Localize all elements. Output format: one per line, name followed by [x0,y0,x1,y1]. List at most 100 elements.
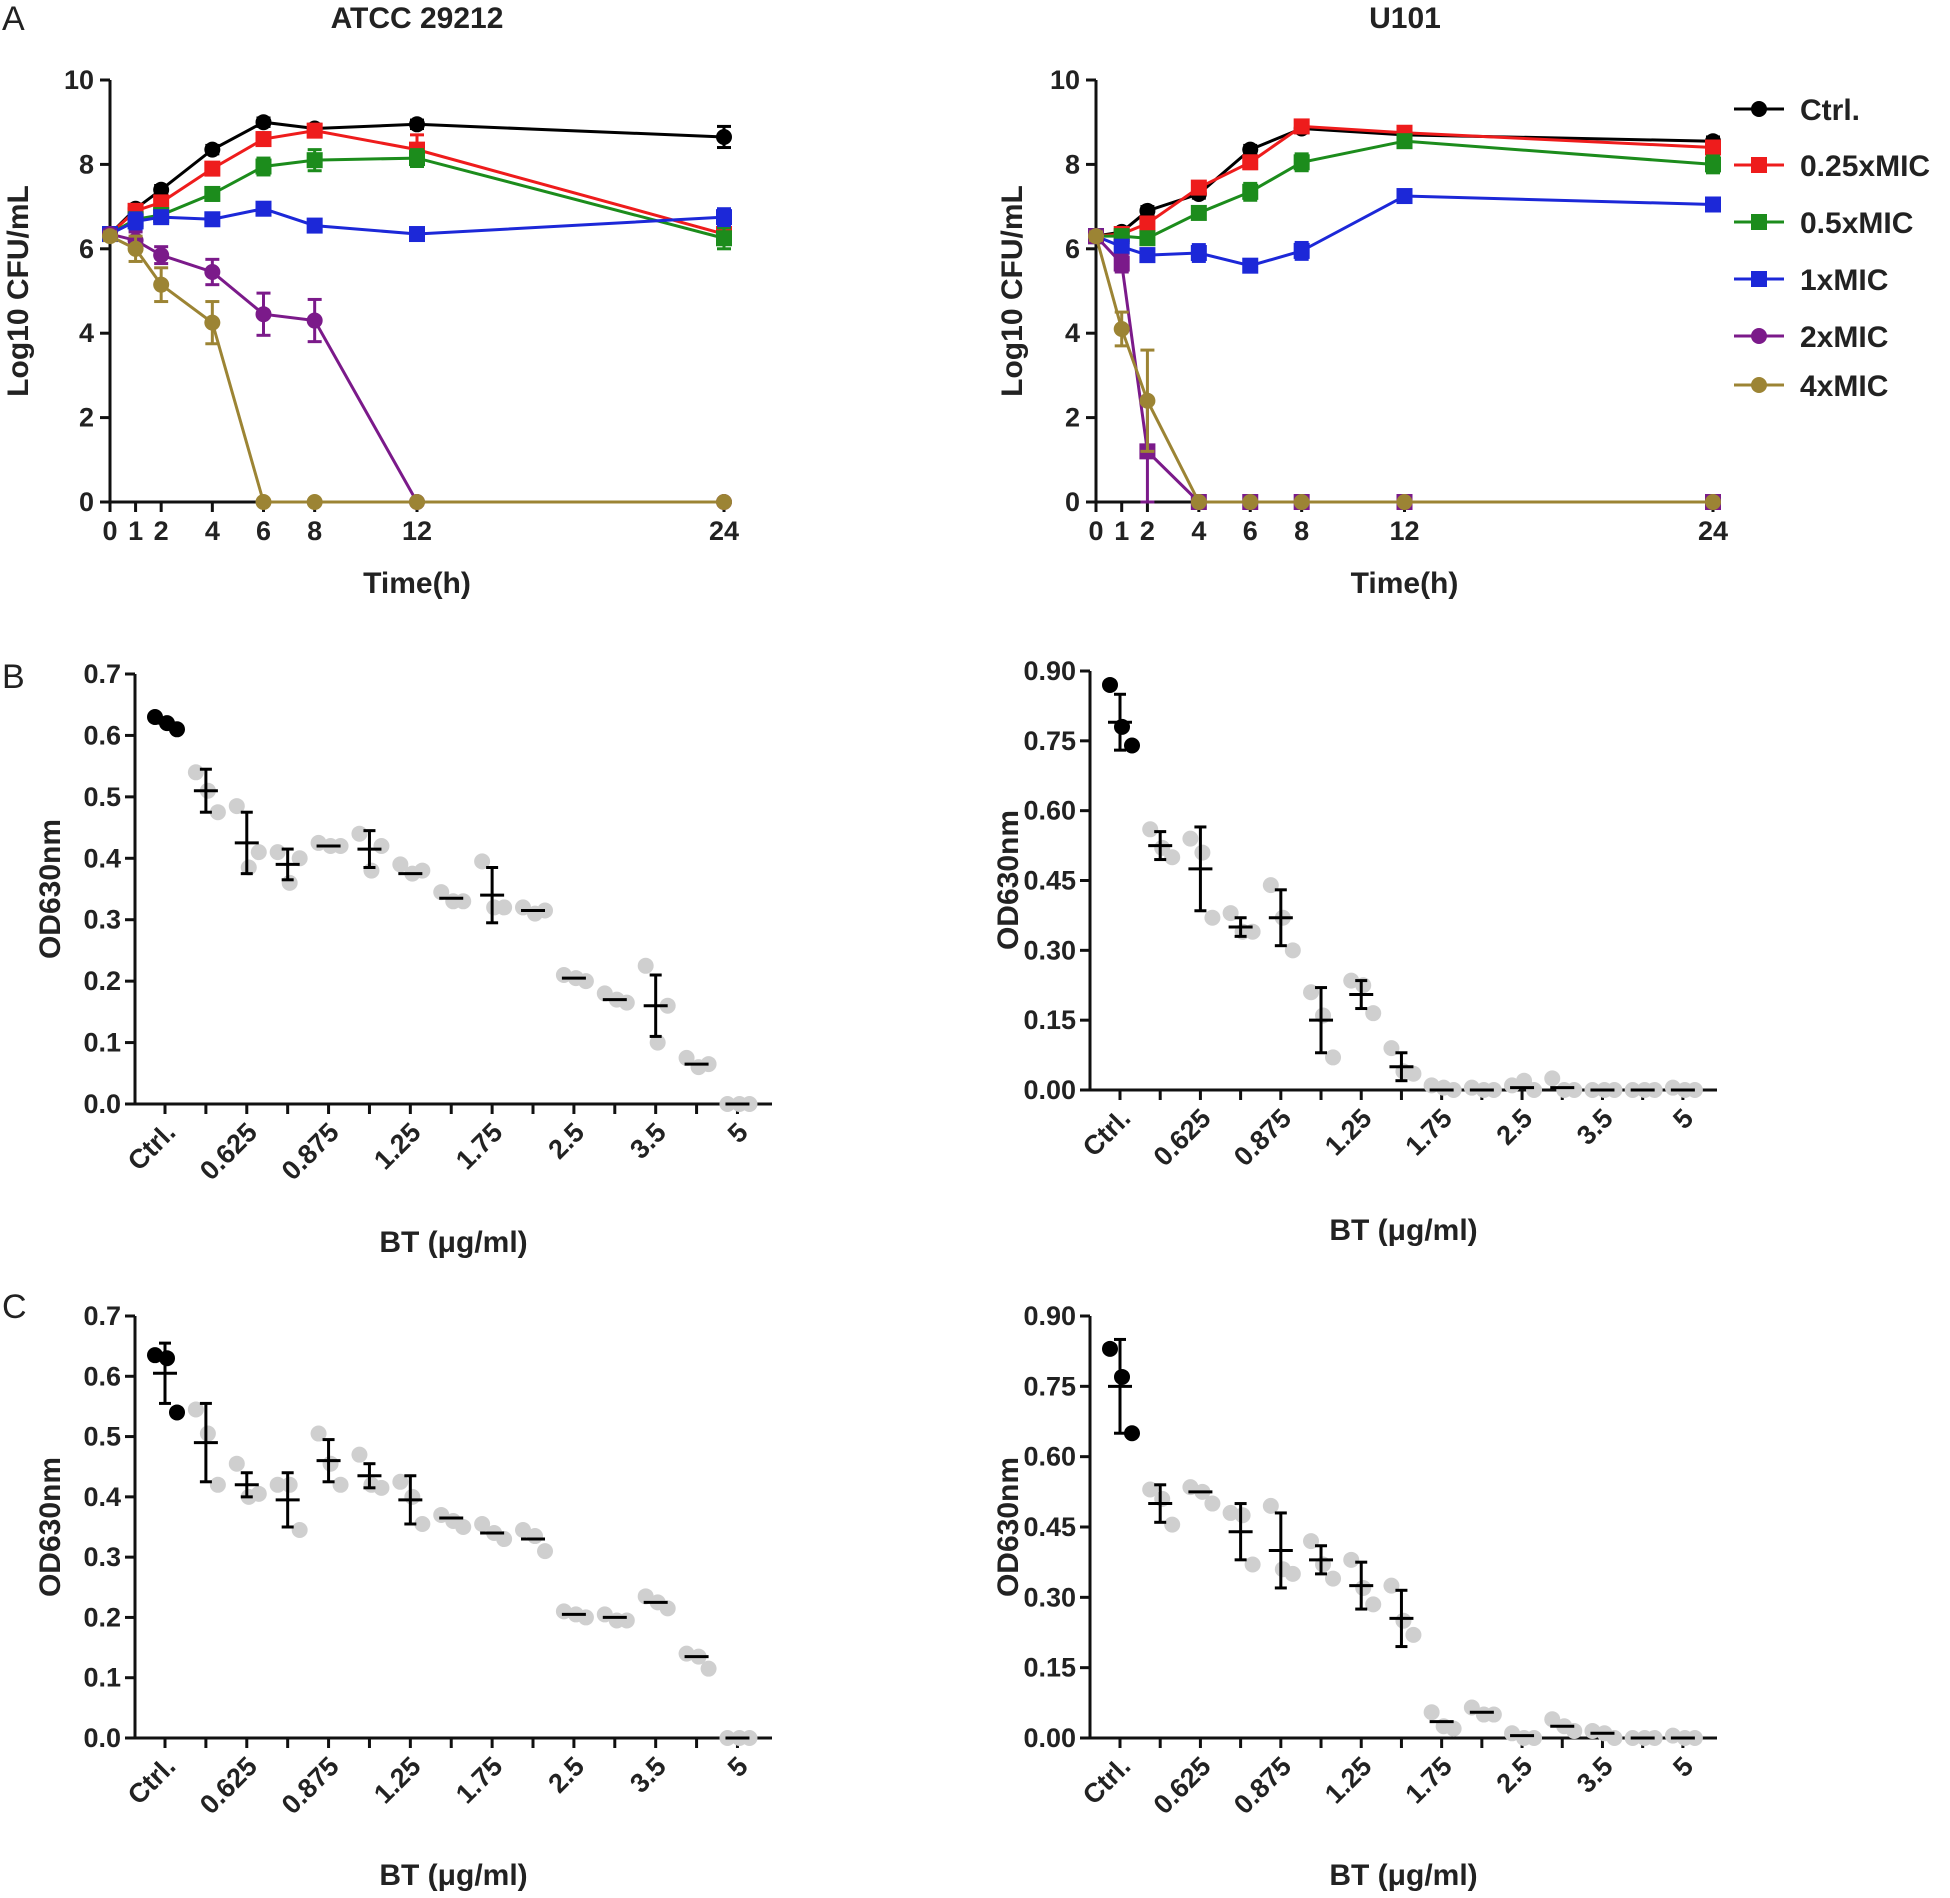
data-group [1504,1072,1543,1098]
y-axis-label: OD630nm [34,819,67,959]
x-tick-label: Ctrl. [122,1751,181,1810]
replicate-point [515,1522,532,1539]
y-tick-label: 0.00 [1023,1723,1076,1753]
data-point [1139,392,1156,409]
x-tick-label: 2.5 [542,1117,590,1165]
replicate-point [147,709,163,725]
data-point [204,314,221,331]
replicate-point [281,874,298,891]
y-axis-label: OD630nm [34,1457,67,1597]
replicate-point [537,1543,554,1560]
x-tick-label: Ctrl. [1077,1103,1136,1162]
data-group [555,1603,594,1626]
data-group [474,853,513,925]
data-point [716,494,732,510]
data-group [678,1645,717,1677]
data-point [1088,228,1104,245]
data-group [351,1446,390,1496]
data-group [1584,1722,1623,1746]
data-group [1222,905,1261,940]
y-tick-label: 0.1 [83,1663,121,1693]
data-point [153,247,170,264]
x-axis-label: Time(h) [363,567,471,600]
y-tick-label: 0.45 [1023,1512,1076,1542]
x-tick-label: 2.5 [1491,1103,1539,1151]
x-tick-label: 5 [722,1117,754,1149]
replicate-point [700,1660,717,1677]
data-point [255,114,272,131]
x-tick-label: 1.25 [1319,1751,1377,1809]
series-line [109,232,724,504]
x-tick-label: 0.625 [194,1117,263,1186]
y-tick-label: 0.6 [83,720,121,750]
replicate-point [363,862,380,879]
data-group [1584,1082,1623,1098]
data-group [1664,1727,1703,1746]
y-tick-label: 0.15 [1023,1653,1076,1683]
replicate-point [527,1528,544,1545]
data-point [1139,247,1156,264]
data-group [1303,1533,1342,1587]
x-tick-label: 0.875 [276,1117,345,1186]
data-group [1343,1551,1382,1613]
x-tick-label: 24 [1698,516,1728,546]
x-tick-label: 1 [1114,516,1129,546]
x-axis-label: Time(h) [1351,567,1459,600]
data-group [310,1425,349,1493]
y-tick-label: 0.6 [83,1361,121,1391]
data-group [515,1522,554,1560]
x-tick-label: 1.75 [1400,1103,1458,1161]
replicate-point [1194,844,1211,861]
replicate-point [414,862,431,879]
data-point [306,217,323,234]
replicate-point [496,1531,513,1548]
data-group [433,1506,472,1535]
x-tick-label: Ctrl. [1077,1751,1136,1810]
y-tick-label: 0.3 [83,905,121,935]
legend-label: 2xMIC [1800,321,1888,354]
data-point [127,213,144,230]
legend-marker [1751,157,1767,173]
data-group [1262,1497,1301,1590]
legend-label: 4xMIC [1800,370,1888,403]
data-point [204,160,221,177]
y-tick-label: 0.15 [1023,1005,1076,1035]
x-axis-label: BT (μg/ml) [379,1859,527,1892]
replicate-point [1154,839,1171,856]
replicate-point [1142,821,1159,838]
replicate-point [310,1425,327,1442]
x-tick-label: 5 [1667,1751,1699,1783]
replicate-point [228,1455,245,1472]
data-point [1139,230,1156,247]
series-line [1094,235,1713,504]
data-group [228,798,267,876]
y-tick-label: 0.75 [1023,726,1076,756]
data-group [187,1401,226,1493]
data-group [1102,676,1140,754]
data-point [1242,183,1259,200]
x-tick-label: 1.25 [368,1117,426,1175]
x-tick-label: 0.875 [1228,1103,1297,1172]
x-tick-label: Ctrl. [122,1117,181,1176]
data-point [1242,154,1259,171]
replicate-point [649,1034,666,1051]
x-tick-label: 4 [205,516,220,546]
replicate-point [1365,1005,1382,1022]
data-point [255,158,272,175]
data-group [392,1473,431,1532]
x-tick-label: 5 [722,1751,754,1783]
replicate-point [577,1609,594,1626]
x-tick-label: 0.625 [1148,1103,1217,1172]
data-group [228,1455,267,1505]
x-tick-label: 1 [128,516,143,546]
data-group [474,1515,513,1548]
series-0.25xMIC [102,122,732,243]
y-tick-label: 2 [79,403,94,433]
x-tick-label: 2.5 [542,1751,590,1799]
od-chart-c-left: 0.0 0.1 0.2 0.3 0.4 0.5 0.6 0.7 Ctrl. 0.625 0.875 1… [34,1301,772,1892]
replicate-point [209,804,226,821]
replicate-point [1204,909,1221,926]
replicate-point [1284,1565,1301,1582]
replicate-point [496,899,513,916]
x-tick-label: 5 [1667,1103,1699,1135]
